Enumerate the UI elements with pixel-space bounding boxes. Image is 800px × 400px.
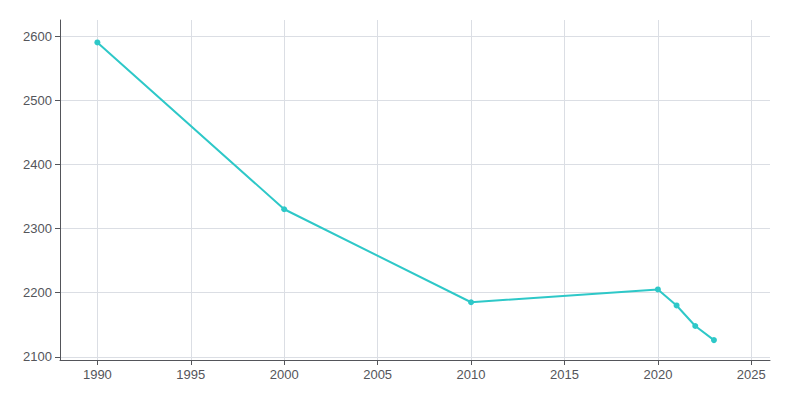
svg-text:2010: 2010 [457, 367, 486, 382]
svg-text:2100: 2100 [23, 349, 52, 364]
svg-text:2600: 2600 [23, 29, 52, 44]
svg-text:2200: 2200 [23, 285, 52, 300]
svg-text:1995: 1995 [176, 367, 205, 382]
svg-text:1990: 1990 [83, 367, 112, 382]
svg-text:2005: 2005 [363, 367, 392, 382]
svg-text:2020: 2020 [643, 367, 672, 382]
svg-text:2025: 2025 [737, 367, 766, 382]
svg-text:2000: 2000 [270, 367, 299, 382]
svg-text:2500: 2500 [23, 93, 52, 108]
svg-text:2300: 2300 [23, 221, 52, 236]
svg-text:2400: 2400 [23, 157, 52, 172]
svg-text:2015: 2015 [550, 367, 579, 382]
